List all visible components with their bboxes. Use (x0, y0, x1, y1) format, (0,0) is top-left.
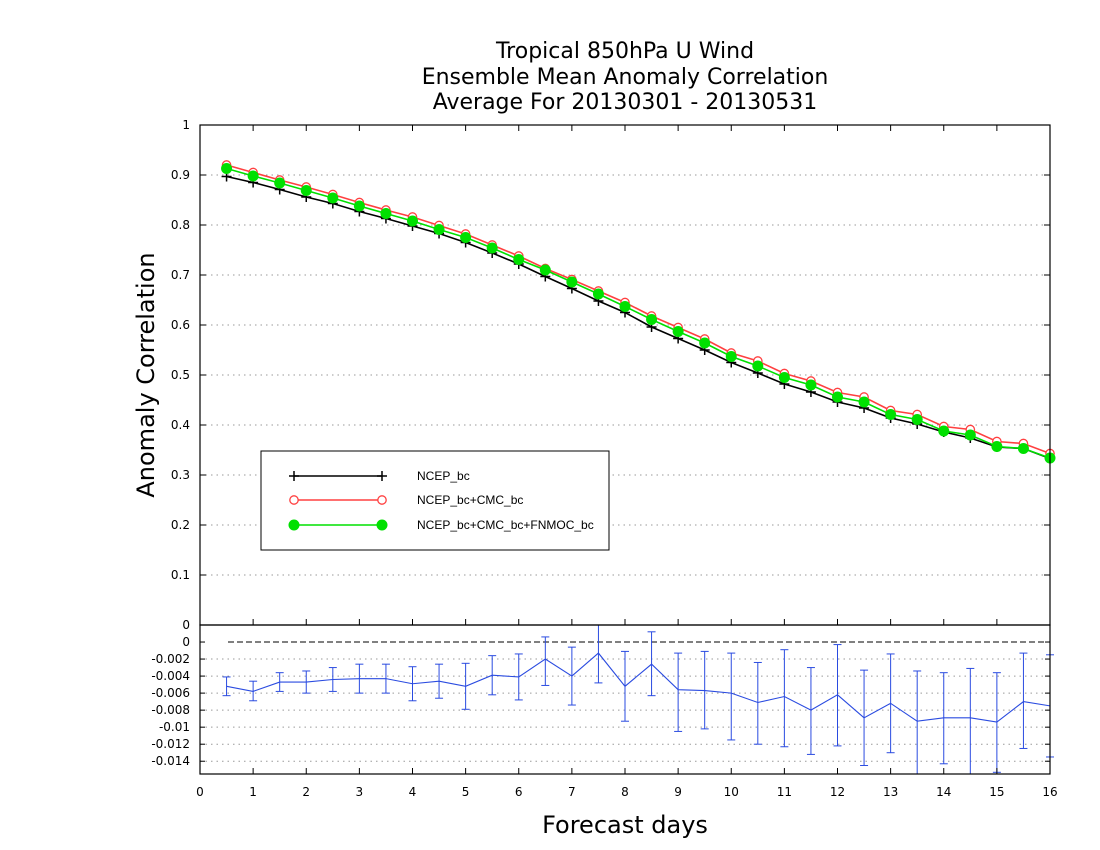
x-tick-label: 3 (356, 785, 364, 799)
data-point (938, 425, 950, 437)
series-3 (221, 163, 1056, 464)
legend-label: NCEP_bc+CMC_bc (417, 493, 523, 507)
difference-line (226, 652, 1051, 723)
x-tick-label: 15 (989, 785, 1004, 799)
x-tick-label: 16 (1042, 785, 1057, 799)
difference-y-tick-label: -0.002 (151, 652, 190, 666)
x-tick-label: 2 (302, 785, 310, 799)
x-tick-label: 13 (883, 785, 898, 799)
legend-marker (376, 519, 388, 531)
data-point (407, 215, 418, 227)
legend-marker (377, 471, 387, 481)
x-tick-label: 1 (249, 785, 257, 799)
main-series-layer (221, 160, 1056, 464)
difference-y-tick-label: -0.012 (151, 737, 190, 751)
data-point (964, 429, 976, 441)
x-tick-label: 9 (674, 785, 682, 799)
x-tick-label: 4 (409, 785, 417, 799)
legend-item-3: NCEP_bc+CMC_bc+FNMOC_bc (288, 518, 594, 532)
data-point (725, 351, 737, 362)
data-point (592, 288, 604, 300)
legend: NCEP_bc NCEP_bc+CMC_bc NCEP_bc+CMC_bc+FNMO… (260, 450, 610, 551)
x-tick-label: 0 (196, 785, 204, 799)
data-point (832, 391, 843, 403)
main-y-ticks: 0 0.1 0.2 0.3 0.4 0.5 0.6 0.7 0.8 0.9 1 (171, 118, 1050, 632)
data-point (460, 232, 472, 243)
legend-marker (288, 519, 300, 531)
data-point (911, 414, 923, 425)
difference-y-tick-label: 0 (182, 635, 190, 649)
data-point (380, 208, 392, 219)
main-y-tick-label: 0.8 (171, 218, 190, 232)
main-y-tick-label: 0.9 (171, 168, 190, 182)
x-tick-label: 14 (936, 785, 951, 799)
data-point (619, 301, 631, 312)
data-point (752, 360, 764, 372)
series-line (226, 175, 1051, 460)
data-point (433, 224, 445, 235)
data-point (885, 409, 897, 420)
data-point (513, 254, 525, 265)
data-point (327, 192, 339, 204)
data-point (646, 314, 658, 325)
x-ticks: 0 1 2 3 4 5 6 7 8 9 10 11 12 13 14 15 16 (196, 125, 1058, 799)
data-point (1017, 443, 1029, 454)
legend-item-2: NCEP_bc+CMC_bc (289, 493, 523, 507)
main-y-tick-label: 0 (182, 618, 190, 632)
data-point (539, 264, 551, 276)
difference-y-tick-label: -0.004 (151, 669, 190, 683)
x-tick-label: 6 (515, 785, 523, 799)
y-axis-label: Anomaly Correlation (132, 252, 160, 497)
difference-y-tick-label: -0.008 (151, 703, 190, 717)
difference-series (222, 624, 1054, 775)
main-y-tick-label: 0.1 (171, 568, 190, 582)
main-y-tick-label: 0.6 (171, 318, 190, 332)
legend-marker (289, 471, 299, 481)
data-point (300, 185, 312, 196)
legend-label: NCEP_bc+CMC_bc+FNMOC_bc (417, 518, 594, 532)
legend-marker (289, 495, 299, 505)
legend-label: NCEP_bc (417, 469, 470, 483)
difference-y-tick-label: -0.01 (159, 720, 190, 734)
data-point (247, 170, 259, 182)
difference-y-tick-label: -0.014 (151, 754, 190, 768)
data-point (566, 276, 578, 288)
data-point (672, 326, 684, 337)
x-tick-label: 11 (777, 785, 792, 799)
legend-item-1: NCEP_bc (289, 469, 470, 483)
data-point (486, 242, 498, 254)
data-point (221, 163, 233, 174)
main-y-tick-label: 1 (182, 118, 190, 132)
x-tick-label: 7 (568, 785, 576, 799)
main-grid (200, 174, 1050, 576)
data-point (699, 337, 711, 349)
x-tick-label: 5 (462, 785, 470, 799)
data-point (991, 441, 1003, 452)
chart-title-line-1: Tropical 850hPa U Wind (495, 39, 754, 64)
main-y-tick-label: 0.5 (171, 368, 190, 382)
x-axis-label: Forecast days (542, 811, 708, 839)
x-tick-label: 10 (724, 785, 739, 799)
data-point (858, 396, 870, 408)
main-y-tick-label: 0.4 (171, 418, 190, 432)
data-point (353, 200, 365, 212)
difference-y-ticks: 0 -0.002 -0.004 -0.006 -0.008 -0.01 -0.012 -0.0… (151, 635, 1050, 768)
difference-series-layer (222, 624, 1054, 775)
data-point (274, 177, 286, 189)
chart-title-line-3: Average For 20130301 - 20130531 (433, 90, 818, 115)
legend-marker (377, 495, 387, 505)
main-y-tick-label: 0.7 (171, 268, 190, 282)
main-y-tick-label: 0.2 (171, 518, 190, 532)
difference-y-tick-label: -0.006 (151, 686, 190, 700)
data-point (778, 372, 790, 383)
chart-title-line-2: Ensemble Mean Anomaly Correlation (422, 65, 829, 90)
data-point (805, 379, 817, 391)
main-y-tick-label: 0.3 (171, 468, 190, 482)
x-tick-label: 12 (830, 785, 845, 799)
x-tick-label: 8 (621, 785, 629, 799)
